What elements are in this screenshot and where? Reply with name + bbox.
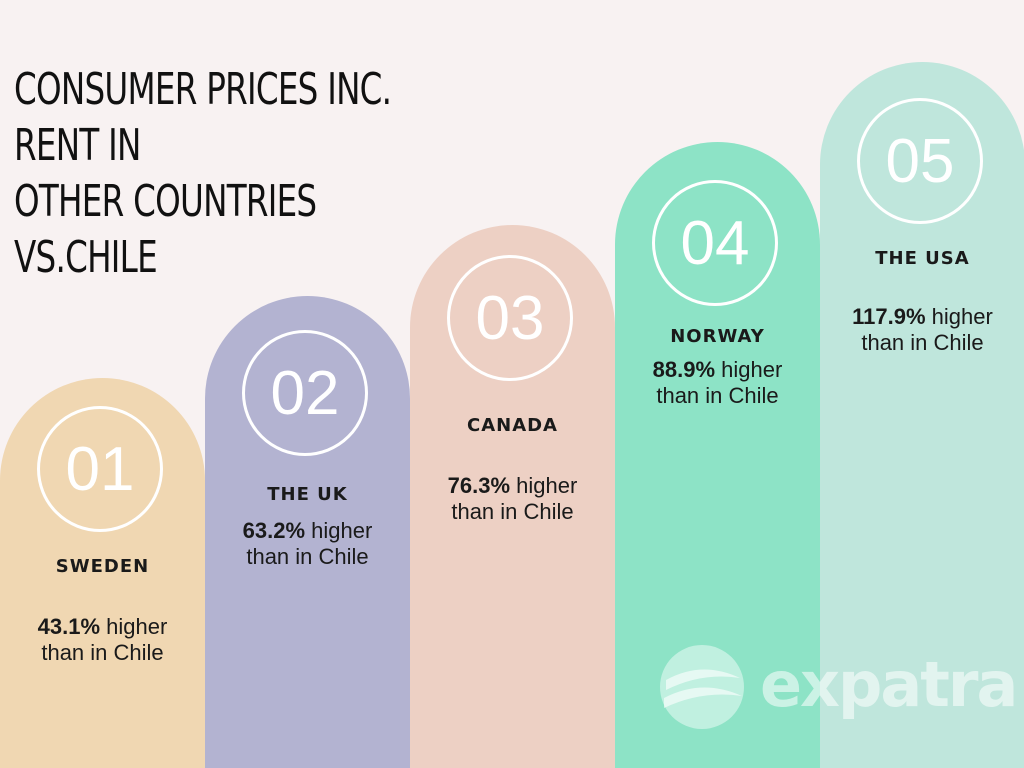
value-percent: 63.2% [242, 518, 306, 543]
rank-circle: 03 [447, 255, 573, 381]
value-suffix: higher [925, 304, 993, 329]
value-suffix: higher [510, 473, 578, 498]
value-percent: 117.9% [852, 304, 926, 329]
bar-canada: 03 CANADA 76.3% higher than in Chile [410, 225, 615, 768]
value-label: 76.3% higher than in Chile [410, 473, 615, 525]
value-label: 63.2% higher than in Chile [205, 518, 410, 570]
value-comparison: than in Chile [656, 383, 779, 408]
rank-circle: 02 [242, 330, 368, 456]
value-suffix: higher [715, 357, 783, 382]
country-label: NORWAY [670, 326, 765, 347]
value-label: 117.9% higher than in Chile [820, 304, 1024, 356]
expatra-logo: expatra [656, 642, 1018, 732]
bar-the-uk: 02 THE UK 63.2% higher than in Chile [205, 296, 410, 768]
country-label: THE USA [875, 248, 970, 269]
logo-text: expatra [760, 648, 1018, 721]
title-line-1: CONSUMER PRICES INC. RENT IN [14, 64, 392, 171]
value-comparison: than in Chile [861, 330, 984, 355]
value-comparison: than in Chile [246, 544, 369, 569]
expatra-logo-icon [660, 645, 744, 729]
rank-circle: 01 [37, 406, 163, 532]
value-label: 43.1% higher than in Chile [0, 614, 205, 666]
value-comparison: than in Chile [41, 640, 164, 665]
bar-the-usa: 05 THE USA 117.9% higher than in Chile [820, 62, 1024, 768]
value-suffix: higher [305, 518, 373, 543]
value-label: 88.9% higher than in Chile [615, 357, 820, 409]
bar-norway: 04 NORWAY 88.9% higher than in Chile [615, 142, 820, 768]
value-comparison: than in Chile [451, 499, 574, 524]
rank-circle: 04 [652, 180, 778, 306]
chart-title: CONSUMER PRICES INC. RENT IN OTHER COUNT… [14, 62, 458, 286]
value-percent: 88.9% [652, 357, 716, 382]
value-suffix: higher [100, 614, 168, 639]
value-percent: 76.3% [447, 473, 511, 498]
country-label: THE UK [267, 484, 348, 505]
country-label: CANADA [466, 415, 558, 436]
country-label: SWEDEN [55, 556, 150, 577]
rank-circle: 05 [857, 98, 983, 224]
value-percent: 43.1% [37, 614, 101, 639]
bar-sweden: 01 SWEDEN 43.1% higher than in Chile [0, 378, 205, 768]
title-line-2: OTHER COUNTRIES VS.CHILE [14, 176, 317, 283]
